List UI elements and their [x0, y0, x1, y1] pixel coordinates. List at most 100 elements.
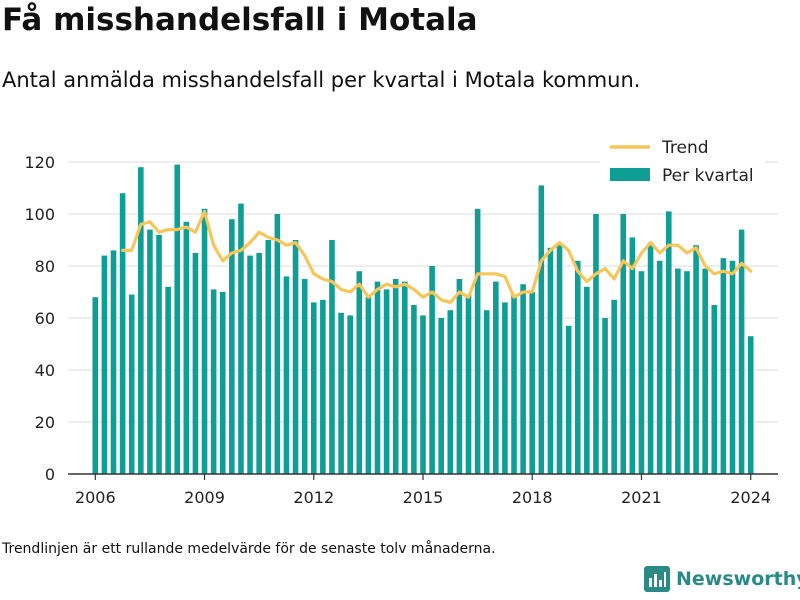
- bar: [320, 299, 326, 474]
- bar: [411, 305, 417, 474]
- bar: [92, 297, 99, 474]
- bar: [119, 193, 126, 474]
- bar: [219, 292, 226, 474]
- bar-series: [92, 164, 754, 475]
- bar: [165, 286, 171, 474]
- x-tick-label: 2009: [184, 488, 225, 507]
- bar: [538, 185, 545, 474]
- bar: [629, 237, 636, 474]
- bar: [238, 203, 244, 474]
- bar: [529, 292, 536, 474]
- bar: [265, 240, 272, 474]
- bar: [447, 310, 454, 474]
- bar: [620, 214, 627, 474]
- y-tick-label: 0: [45, 465, 55, 484]
- y-tick-label: 100: [24, 205, 55, 224]
- chart-title: Få misshandelsfall i Motala: [2, 2, 478, 38]
- bar: [474, 208, 481, 475]
- bar: [274, 214, 281, 474]
- bar: [493, 281, 499, 474]
- axes: 0 20 40 60 80 100 120 2006 2009 2012 2015 2018 2021 2…: [24, 153, 778, 507]
- bar: [283, 276, 290, 474]
- bar: [310, 302, 317, 474]
- bar: [647, 242, 654, 474]
- bar: [229, 219, 235, 474]
- bar: [156, 234, 162, 474]
- bar: [656, 260, 663, 474]
- x-tick-label: 2021: [621, 488, 662, 507]
- x-tick-label: 2024: [730, 488, 771, 507]
- bar: [511, 294, 517, 474]
- chart-subtitle: Antal anmälda misshandelsfall per kvarta…: [2, 68, 641, 92]
- bar: [365, 297, 372, 474]
- bar: [374, 281, 381, 474]
- bar: [565, 325, 572, 474]
- bar: [101, 255, 108, 474]
- x-tick-label: 2006: [75, 488, 116, 507]
- bar: [138, 167, 144, 474]
- bar: [147, 229, 153, 474]
- y-tick-label: 80: [35, 257, 55, 276]
- bar: [693, 245, 699, 474]
- x-tick-label: 2015: [403, 488, 444, 507]
- y-tick-label: 60: [35, 309, 55, 328]
- bar: [356, 271, 363, 474]
- footnote: Trendlinjen är ett rullande medelvärde f…: [2, 541, 496, 557]
- bar: [338, 312, 344, 474]
- bar: [329, 240, 335, 474]
- bar: [665, 211, 672, 474]
- bar: [456, 279, 463, 474]
- bar: [638, 271, 645, 474]
- y-tick-label: 20: [35, 413, 55, 432]
- trend-line: [120, 209, 753, 304]
- legend: Trend Per kvartal: [600, 134, 765, 190]
- bar: [128, 294, 135, 474]
- bar: [256, 253, 262, 474]
- y-tick-label: 40: [35, 361, 55, 380]
- bar: [174, 164, 181, 474]
- bar: [684, 271, 690, 474]
- bar: [392, 279, 399, 474]
- y-tick-label: 120: [24, 153, 55, 172]
- bar: [556, 245, 563, 474]
- bar: [747, 336, 754, 474]
- bar: [702, 268, 708, 474]
- bar: [602, 318, 608, 474]
- bar: [110, 250, 117, 474]
- bar: [547, 247, 554, 474]
- bar: [201, 208, 208, 475]
- bar: [183, 221, 190, 474]
- bar: [347, 315, 353, 474]
- bar: [611, 299, 617, 474]
- bar: [438, 318, 445, 474]
- newsworthy-logo-icon: [644, 566, 670, 592]
- x-tick-label: 2012: [293, 488, 334, 507]
- bar: [465, 294, 472, 474]
- bar: [247, 255, 253, 474]
- bar: [593, 214, 599, 474]
- bar: [292, 240, 299, 474]
- trend-series: [120, 209, 753, 304]
- legend-label-per-kvartal: Per kvartal: [662, 166, 754, 186]
- bar: [738, 229, 745, 474]
- bar: [483, 310, 490, 474]
- bar: [401, 281, 408, 474]
- brand-name: Newsworthy: [676, 568, 800, 590]
- brand: Newsworthy: [644, 566, 800, 592]
- bar: [210, 289, 217, 474]
- bar: [720, 258, 727, 474]
- bar: [192, 253, 199, 474]
- bar: [420, 315, 426, 474]
- bar: [584, 286, 590, 474]
- legend-swatch-per-kvartal: [610, 168, 650, 181]
- bar: [574, 260, 581, 474]
- bar: [675, 268, 681, 474]
- bar: [520, 284, 526, 474]
- bar: [301, 279, 308, 474]
- x-tick-label: 2018: [512, 488, 553, 507]
- legend-label-trend: Trend: [661, 138, 709, 158]
- bar: [383, 289, 390, 474]
- bar: [502, 302, 508, 474]
- bar: [429, 266, 435, 474]
